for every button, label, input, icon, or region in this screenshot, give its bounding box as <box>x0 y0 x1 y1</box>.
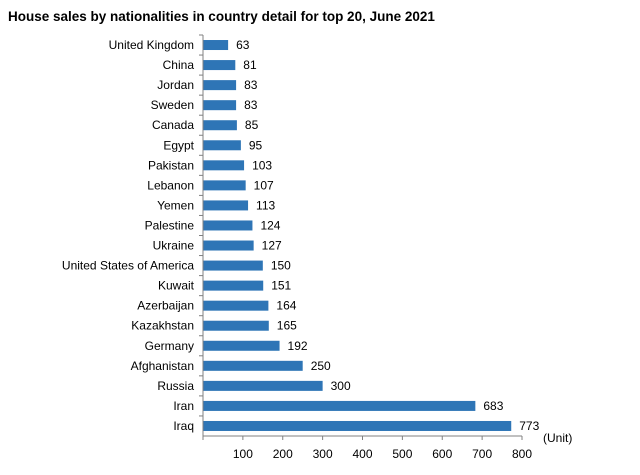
bar <box>203 280 264 291</box>
x-tick-label: 700 <box>472 447 492 461</box>
category-label: Iraq <box>173 419 194 433</box>
x-tick-label: 200 <box>273 447 293 461</box>
value-label: 773 <box>519 419 539 433</box>
category-label: Azerbaijan <box>137 299 194 313</box>
bar <box>203 360 303 371</box>
value-label: 683 <box>483 399 503 413</box>
category-label: Russia <box>157 379 194 393</box>
x-tick-label: 400 <box>352 447 372 461</box>
bar <box>203 80 237 91</box>
category-label: Palestine <box>145 218 195 232</box>
bar <box>203 400 476 411</box>
bar <box>203 240 254 251</box>
value-label: 107 <box>254 178 274 192</box>
bar <box>203 260 263 271</box>
category-label: Yemen <box>157 198 194 212</box>
bar <box>203 160 245 171</box>
value-label: 113 <box>256 198 275 212</box>
category-label: Pakistan <box>148 158 194 172</box>
bar <box>203 60 236 71</box>
category-label: Canada <box>152 118 194 132</box>
category-label: Kazakhstan <box>131 319 194 333</box>
value-label: 95 <box>249 138 263 152</box>
value-label: 192 <box>288 339 308 353</box>
value-label: 250 <box>311 359 331 373</box>
bar <box>203 320 269 331</box>
bar <box>203 180 246 191</box>
value-label: 85 <box>245 118 259 132</box>
bar <box>203 40 229 51</box>
bar <box>203 220 253 231</box>
bar <box>203 200 249 211</box>
bar <box>203 140 241 151</box>
category-label: United States of America <box>62 259 194 273</box>
unit-label: (Unit) <box>543 431 572 445</box>
x-tick-label: 600 <box>432 447 452 461</box>
value-label: 164 <box>276 299 296 313</box>
value-label: 150 <box>271 259 291 273</box>
value-label: 63 <box>236 38 250 52</box>
category-label: Iran <box>173 399 194 413</box>
value-label: 127 <box>262 239 282 253</box>
bar <box>203 420 512 431</box>
category-label: Kuwait <box>158 279 195 293</box>
category-label: Afghanistan <box>131 359 194 373</box>
bar <box>203 380 323 391</box>
value-label: 83 <box>244 78 258 92</box>
chart-title: House sales by nationalities in country … <box>8 9 435 24</box>
value-label: 81 <box>243 58 257 72</box>
value-label: 165 <box>277 319 297 333</box>
category-label: Lebanon <box>147 178 194 192</box>
bar <box>203 300 269 311</box>
value-label: 151 <box>271 279 291 293</box>
category-label: Egypt <box>163 138 194 152</box>
category-label: Ukraine <box>153 239 195 253</box>
category-label: Jordan <box>157 78 194 92</box>
category-label: United Kingdom <box>109 38 194 52</box>
category-label: China <box>163 58 195 72</box>
bar <box>203 120 237 131</box>
value-label: 124 <box>260 218 280 232</box>
bar <box>203 100 237 111</box>
value-label: 103 <box>252 158 272 172</box>
category-label: Sweden <box>151 98 194 112</box>
category-label: Germany <box>145 339 194 353</box>
x-tick-label: 500 <box>392 447 412 461</box>
bar <box>203 340 280 351</box>
value-label: 83 <box>244 98 258 112</box>
x-tick-label: 300 <box>313 447 333 461</box>
x-tick-label: 100 <box>233 447 253 461</box>
x-tick-label: 800 <box>512 447 532 461</box>
value-label: 300 <box>331 379 351 393</box>
